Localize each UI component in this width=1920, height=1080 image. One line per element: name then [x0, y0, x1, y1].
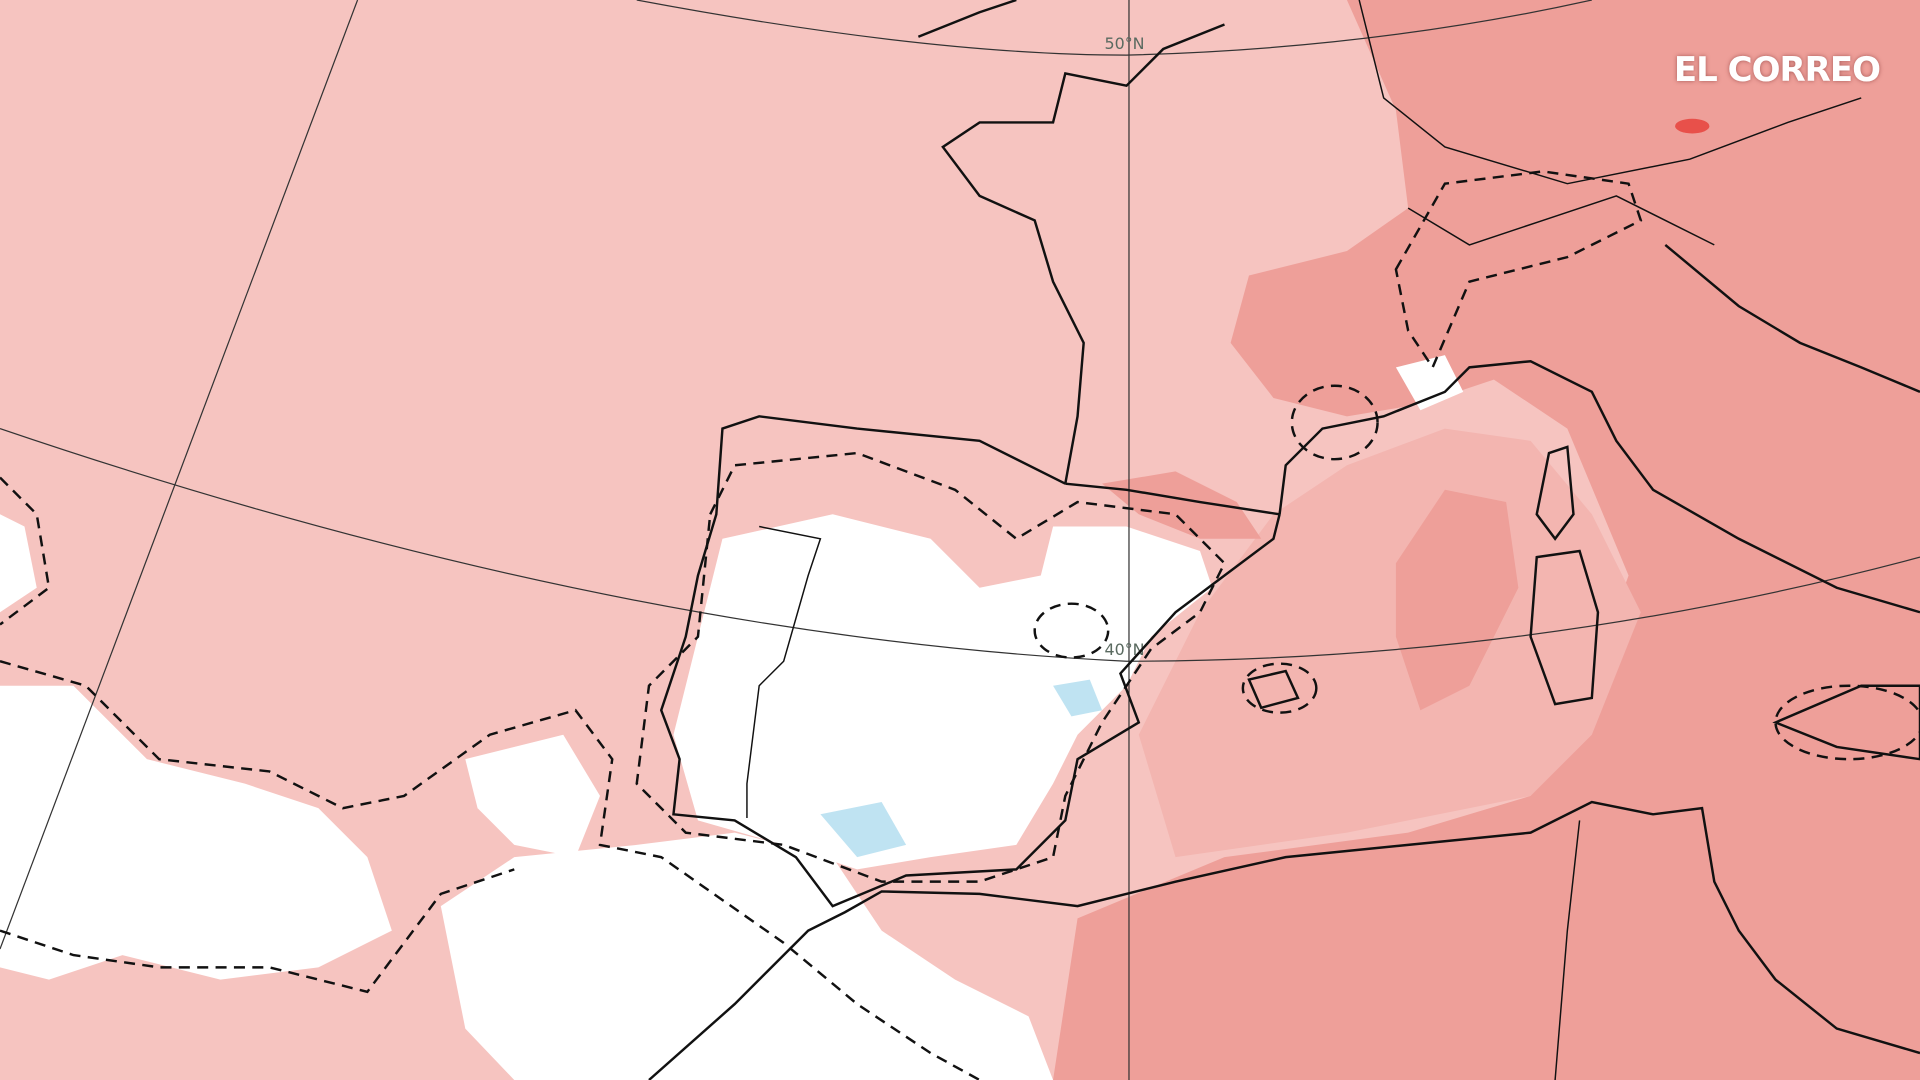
contour-alps: [1394, 170, 1643, 370]
strong-anomaly-pyrenees: [1102, 471, 1262, 539]
neutral-left-edge: [0, 514, 37, 613]
portugal-border: [746, 525, 822, 818]
alps-border: [1358, 0, 1862, 185]
neutral-africa: [440, 832, 1054, 1080]
contour-ocean: [0, 660, 981, 1080]
parallel-40n: [0, 427, 1920, 662]
contour-balearic: [1241, 662, 1318, 714]
cool-anomaly-south: [820, 802, 907, 858]
neutral-ocean-mid: [465, 734, 600, 858]
france-channel: [917, 0, 1017, 38]
balearic-islands: [1247, 669, 1300, 710]
moderate-anomaly-sea: [1138, 428, 1641, 858]
strong-anomaly-patch: [1395, 489, 1519, 711]
pyrenees-border: [1065, 482, 1280, 516]
zero-contours: [0, 170, 1920, 1080]
sicily: [1772, 684, 1920, 761]
contour-ocean-2: [0, 868, 515, 994]
sardinia: [1529, 549, 1600, 706]
cool-anomaly-east: [1053, 679, 1103, 717]
africa-border: [1554, 820, 1581, 1080]
contour-small: [1033, 602, 1110, 659]
brand-logo: EL CORREO: [1673, 50, 1881, 90]
label-40n: 40°N: [1104, 640, 1144, 659]
neutral-ocean-west: [0, 685, 392, 980]
mediterranean-north-coast: [1278, 359, 1920, 614]
coastlines: [648, 0, 1920, 1080]
contour-left: [0, 476, 51, 626]
iberia-coast: [659, 415, 1281, 908]
hotspot: [1675, 118, 1710, 134]
neutral-alps: [1395, 355, 1464, 411]
contour-gulf: [1290, 384, 1379, 461]
central-europe-border: [1407, 195, 1715, 246]
corsica: [1535, 445, 1575, 541]
adriatic-coast: [1664, 243, 1920, 393]
parallel-50n: [636, 0, 1592, 56]
africa-coast: [648, 800, 1920, 1080]
label-50n: 50°N: [1104, 34, 1144, 53]
france-atlantic-coast: [941, 23, 1225, 484]
meridian-line-west: [0, 0, 359, 950]
contour-sicily: [1774, 684, 1920, 761]
